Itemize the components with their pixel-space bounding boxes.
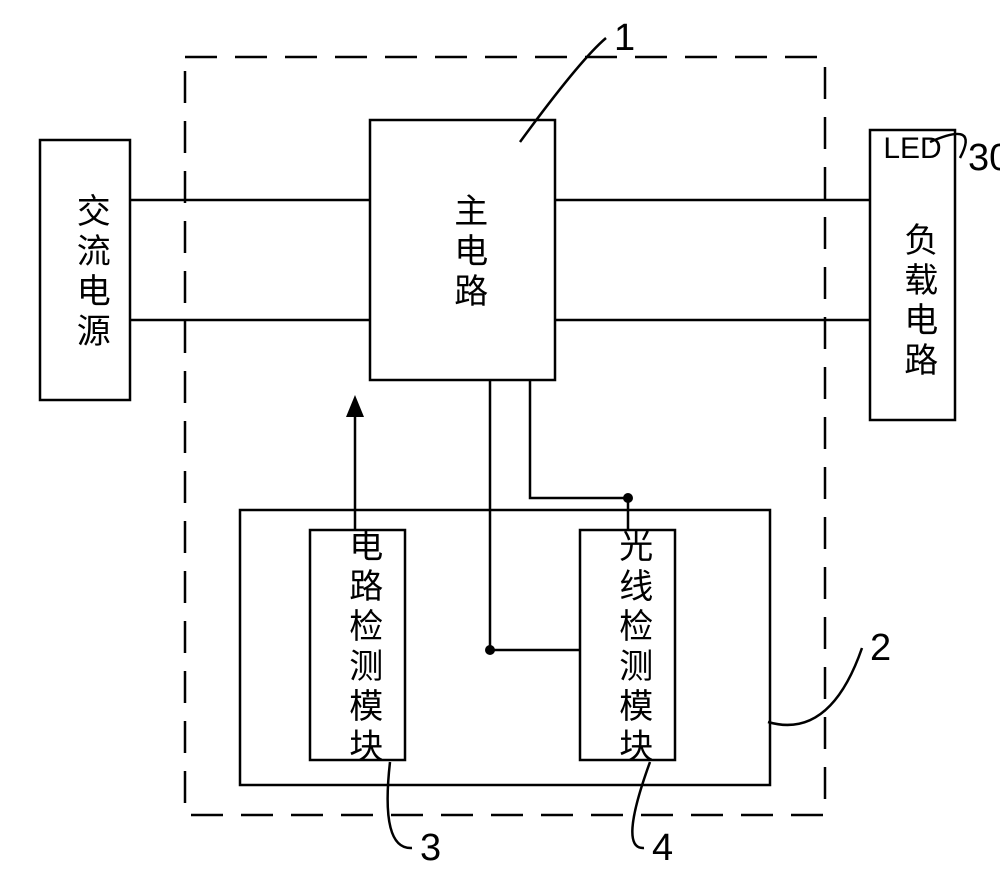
label-3: 3 bbox=[420, 827, 441, 869]
light-detect-box-label: 光线检测模块 bbox=[614, 528, 652, 768]
led-load-box-label: 负载电路 bbox=[899, 222, 937, 382]
ac-power-box-label: 交流电源 bbox=[71, 193, 109, 353]
led-load-box-top-label: LED bbox=[883, 132, 941, 165]
circuit-detect-box-label: 电路检测模块 bbox=[344, 528, 382, 768]
label-4: 4 bbox=[652, 827, 673, 869]
label-1: 1 bbox=[614, 17, 635, 59]
label-2: 2 bbox=[870, 627, 891, 669]
main-circuit-box-label: 主电路 bbox=[449, 193, 487, 313]
label-30: 30 bbox=[968, 137, 1000, 179]
